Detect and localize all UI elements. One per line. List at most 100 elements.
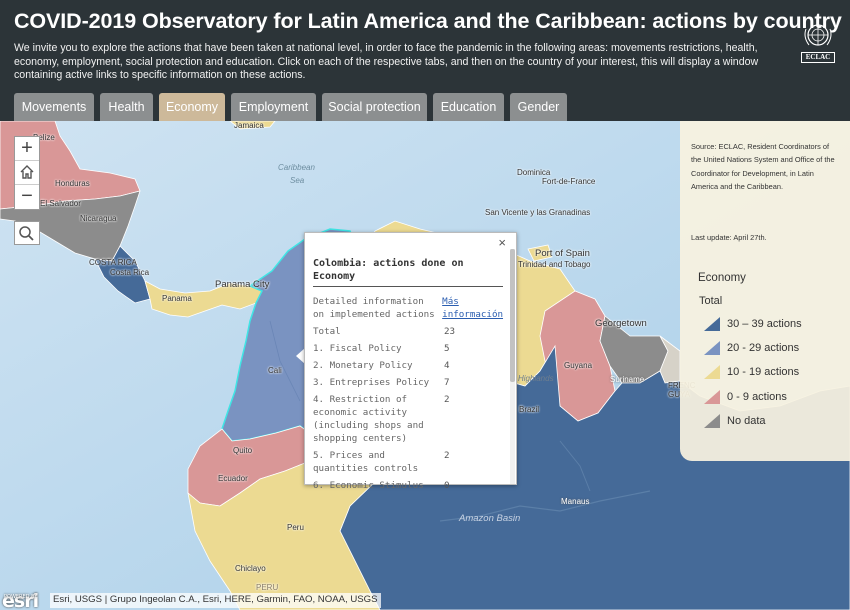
row-value: 7 (444, 377, 450, 388)
eclac-logo: ECLAC (801, 21, 835, 63)
tab-economy[interactable]: Economy (159, 93, 225, 121)
tab-gender[interactable]: Gender (510, 93, 567, 121)
label-fort-de-france: Fort-de-France (542, 177, 596, 186)
popup-row: 6. Economic Stimulus 0 (313, 479, 503, 492)
popup-close-button[interactable]: × (498, 235, 506, 250)
row-label: Detailed information on implemented acti… (313, 296, 435, 320)
label-el-salvador: El Salvador (40, 199, 81, 208)
legend-label: 20 - 29 actions (727, 342, 800, 354)
label-highlands: Highlands (518, 374, 554, 383)
home-icon (20, 165, 34, 179)
row-value: 2 (444, 450, 450, 461)
intro-text: We invite you to explore the actions tha… (14, 42, 759, 82)
country-popup: × Colombia: actions done on Economy Deta… (304, 232, 517, 491)
popup-row: 2. Monetary Policy 4 (313, 359, 503, 372)
legend-swatch (704, 341, 720, 355)
label-san-vicente: San Vicente y las Granadinas (485, 208, 591, 217)
esri-logo[interactable]: POWERED BY esri (2, 588, 48, 610)
label-georgetown: Georgetown (595, 318, 647, 329)
esri-logo-text: esri (2, 590, 39, 610)
label-honduras: Honduras (55, 179, 90, 188)
label-panama: Panama (162, 294, 192, 303)
search-icon (19, 226, 34, 241)
legend-label: 10 - 19 actions (727, 366, 800, 378)
app-header: COVID-2019 Observatory for Latin America… (0, 0, 850, 121)
popup-scrollbar[interactable] (510, 249, 515, 382)
label-costa-rica: Costa Rica (110, 268, 150, 277)
legend-panel: Source: ECLAC, Resident Coordinators of … (680, 121, 850, 461)
zoom-controls: + − (14, 136, 40, 210)
last-update-text: Last update: April 27th. (691, 233, 767, 242)
popup-row: 1. Fiscal Policy 5 (313, 342, 503, 355)
legend-swatch (704, 317, 720, 331)
label-cali: Cali (268, 366, 282, 375)
row-value: 4 (444, 360, 450, 371)
popup-title: Colombia: actions done on Economy (313, 257, 503, 287)
label-amazon-basin: Amazon Basin (459, 513, 521, 524)
legend-subtitle: Total (699, 295, 723, 307)
row-value: 5 (444, 343, 450, 354)
zoom-in-button[interactable]: + (15, 137, 39, 161)
label-french-guiana-2: GUYA (668, 390, 690, 399)
row-label: 2. Monetary Policy (313, 360, 413, 371)
label-jamaica: Jamaica (234, 121, 264, 130)
more-info-link[interactable]: Más información (442, 296, 504, 320)
legend-title: Economy (698, 272, 746, 284)
label-panama-city: Panama City (215, 279, 270, 290)
label-belize: Belize (33, 133, 55, 142)
label-caribbean: Caribbean (278, 163, 315, 172)
label-peru-upper: PERU (256, 583, 279, 592)
label-trinidad: Trinidad and Tobago (518, 260, 591, 269)
tab-movements[interactable]: Movements (14, 93, 94, 121)
popup-table: Detailed information on implemented acti… (313, 295, 503, 496)
legend-label: No data (727, 415, 766, 427)
popup-row: 5. Prices and quantities controls 2 (313, 449, 503, 475)
popup-row: 4. Restriction of economic activity (inc… (313, 393, 503, 445)
tab-employment[interactable]: Employment (231, 93, 316, 121)
tab-health[interactable]: Health (100, 93, 153, 121)
label-brazil: Brazil (519, 405, 540, 414)
legend-label: 0 - 9 actions (727, 391, 787, 403)
label-port-of-spain: Port of Spain (535, 248, 590, 259)
row-label: 5. Prices and quantities controls (313, 450, 419, 474)
tab-social-protection[interactable]: Social protection (322, 93, 427, 121)
row-value: 2 (444, 394, 450, 405)
row-value: Más información (442, 295, 503, 321)
powered-by-text: POWERED BY (4, 594, 38, 600)
row-label: Total (313, 326, 341, 337)
label-dominica: Dominica (517, 168, 551, 177)
zoom-out-button[interactable]: − (21, 185, 33, 207)
logo-text: ECLAC (801, 52, 835, 63)
label-ecuador: Ecuador (218, 474, 248, 483)
legend-swatch (704, 414, 720, 428)
row-value: 0 (444, 480, 450, 491)
legend-label: 30 – 39 actions (727, 318, 802, 330)
attribution-text: Esri, USGS | Grupo Ingeolan C.A., Esri, … (50, 593, 381, 608)
row-label: 4. Restriction of economic activity (inc… (313, 394, 424, 444)
label-costa-rica-upper: COSTA RICA (89, 258, 137, 267)
label-sea: Sea (290, 176, 305, 185)
row-label: 1. Fiscal Policy (313, 343, 402, 354)
home-button[interactable] (15, 161, 39, 185)
row-label: 6. Economic Stimulus (313, 480, 424, 491)
legend-swatch (704, 390, 720, 404)
label-guyana: Guyana (564, 361, 593, 370)
row-label: 3. Entreprises Policy (313, 377, 430, 388)
popup-row: Detailed information on implemented acti… (313, 295, 503, 321)
label-nicaragua: Nicaragua (80, 214, 117, 223)
page-title: COVID-2019 Observatory for Latin America… (14, 9, 842, 33)
map-attribution: POWERED BY esri Esri, USGS | Grupo Ingeo… (0, 588, 396, 610)
label-suriname: Suriname (610, 375, 645, 384)
source-text: Source: ECLAC, Resident Coordinators of … (691, 142, 835, 191)
label-chiclayo: Chiclayo (235, 564, 266, 573)
label-quito: Quito (233, 446, 253, 455)
popup-row: 3. Entreprises Policy 7 (313, 376, 503, 389)
popup-pointer (296, 348, 305, 364)
legend-swatch (704, 365, 720, 379)
tab-education[interactable]: Education (433, 93, 504, 121)
label-peru: Peru (287, 523, 304, 532)
map-view[interactable]: Jamaica Belize Caribbean Sea Honduras El… (0, 121, 850, 610)
label-manaus: Manaus (561, 497, 590, 506)
search-button[interactable] (14, 221, 40, 245)
row-value: 23 (444, 326, 456, 337)
